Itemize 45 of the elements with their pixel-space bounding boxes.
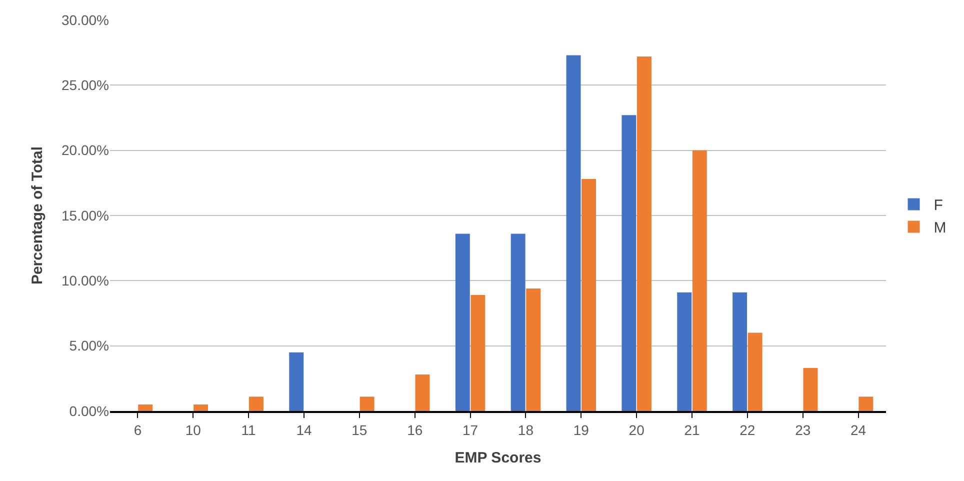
y-axis-title: Percentage of Total <box>28 146 46 285</box>
x-tick-label: 24 <box>850 422 866 438</box>
y-tick-label: 20.00% <box>62 142 109 158</box>
x-axis-title: EMP Scores <box>454 449 542 466</box>
bar <box>289 352 304 411</box>
bar <box>526 288 541 411</box>
bar <box>622 115 636 411</box>
y-tick-label: 10.00% <box>62 272 109 289</box>
x-tick-label: 16 <box>407 422 423 438</box>
x-tick-label: 15 <box>352 422 368 438</box>
bar <box>248 396 264 411</box>
y-tick-label: 30.00% <box>62 12 109 28</box>
bar <box>566 55 581 411</box>
bar <box>732 292 748 411</box>
x-tick-label: 22 <box>740 422 756 438</box>
bar <box>415 374 430 411</box>
legend-label: M <box>934 220 946 237</box>
bar <box>455 234 470 411</box>
x-tick-label: 19 <box>573 422 590 438</box>
bar <box>858 396 874 411</box>
bar <box>636 56 652 411</box>
x-tick-label: 23 <box>795 422 811 438</box>
y-tick-label: 25.00% <box>62 77 109 94</box>
bar <box>803 368 818 411</box>
bar <box>692 150 707 411</box>
x-tick-label: 21 <box>684 422 700 438</box>
legend-label: F <box>934 197 943 214</box>
bar <box>360 396 374 411</box>
bar <box>748 332 762 411</box>
y-tick-label: 0.00% <box>69 402 109 419</box>
x-tick-label: 10 <box>185 422 202 438</box>
x-tick-label: 20 <box>628 422 645 438</box>
bar <box>194 404 208 411</box>
bar <box>510 234 526 411</box>
x-tick-label: 17 <box>462 422 478 438</box>
bar <box>582 179 596 411</box>
x-tick-label: 14 <box>296 422 312 438</box>
bar <box>470 295 486 411</box>
x-tick-label: 18 <box>518 422 534 438</box>
y-tick-label: 5.00% <box>69 338 109 354</box>
x-tick-label: 6 <box>134 422 142 438</box>
x-tick-label: 11 <box>241 422 256 438</box>
bar <box>138 404 153 411</box>
y-tick-label: 15.00% <box>62 207 109 224</box>
bar <box>677 292 692 411</box>
